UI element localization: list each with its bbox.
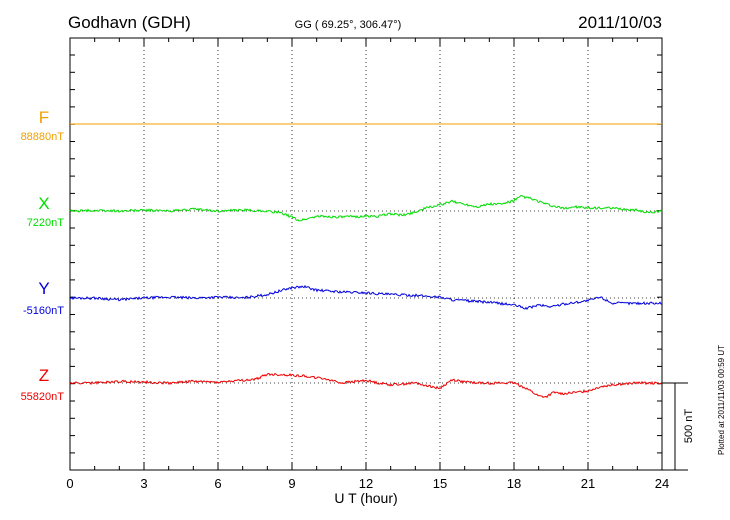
series-name-z: Z <box>39 366 49 385</box>
x-tick-label: 15 <box>433 476 447 491</box>
scale-bar: 500 nT <box>662 382 695 471</box>
series-baseline-f: 88880nT <box>21 131 65 143</box>
station-coordinates: GG ( 69.25°, 306.47°) <box>295 19 402 31</box>
series-line-z <box>69 372 663 399</box>
chart-title: Godhavn (GDH) <box>68 13 191 32</box>
grid-lines <box>143 38 589 470</box>
series-baseline-z: 55820nT <box>21 391 65 403</box>
x-tick-label: 21 <box>581 476 595 491</box>
x-tick-label: 24 <box>655 476 669 491</box>
series-name-y: Y <box>38 279 49 298</box>
series-lines <box>69 123 663 399</box>
x-tick-label: 6 <box>214 476 221 491</box>
chart-date: 2011/10/03 <box>578 13 662 32</box>
x-tick-label: 3 <box>140 476 147 491</box>
series-baseline-y: -5160nT <box>23 305 64 317</box>
series-line-y <box>69 284 663 310</box>
axis-ticks <box>69 38 663 470</box>
x-tick-labels: 0 3 6 9 12 15 18 21 24 <box>66 476 669 491</box>
x-tick-label: 9 <box>288 476 295 491</box>
series-line-x <box>69 194 663 222</box>
series-baseline-x: 7220nT <box>27 217 65 229</box>
x-axis-label: U T (hour) <box>334 490 397 506</box>
x-tick-label: 0 <box>66 476 73 491</box>
x-tick-label: 18 <box>507 476 521 491</box>
plotted-note: Plotted at 2011/11/03 00:59 UT <box>717 345 726 455</box>
scale-bar-label: 500 nT <box>683 409 695 444</box>
series-labels: F 88880nT X 7220nT Y -5160nT Z 55820nT <box>21 108 65 403</box>
x-tick-label: 12 <box>359 476 373 491</box>
series-name-x: X <box>38 194 49 213</box>
series-name-f: F <box>39 108 49 127</box>
